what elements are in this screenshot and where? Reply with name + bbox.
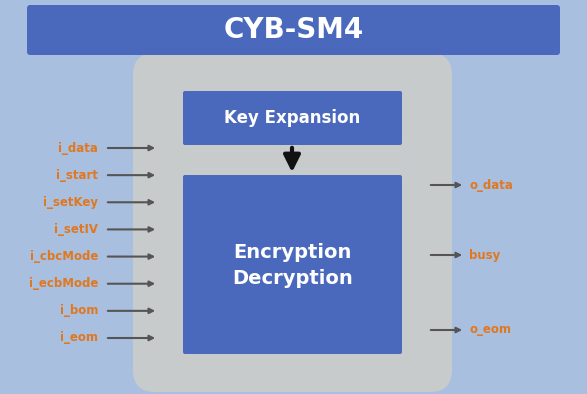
Text: i_cbcMode: i_cbcMode: [29, 250, 98, 263]
FancyBboxPatch shape: [133, 53, 452, 392]
Text: Key Expansion: Key Expansion: [224, 109, 360, 127]
Text: Encryption: Encryption: [233, 243, 352, 262]
FancyBboxPatch shape: [183, 175, 402, 354]
Text: i_start: i_start: [56, 169, 98, 182]
Text: o_data: o_data: [469, 178, 513, 191]
Text: o_eom: o_eom: [469, 323, 511, 336]
Text: i_ecbMode: i_ecbMode: [29, 277, 98, 290]
Text: i_eom: i_eom: [60, 331, 98, 344]
Text: i_setIV: i_setIV: [54, 223, 98, 236]
Text: Decryption: Decryption: [232, 269, 353, 288]
FancyBboxPatch shape: [27, 5, 560, 55]
Text: i_bom: i_bom: [60, 304, 98, 317]
Text: i_setKey: i_setKey: [43, 196, 98, 209]
FancyBboxPatch shape: [183, 91, 402, 145]
Text: i_data: i_data: [58, 141, 98, 154]
Text: CYB-SM4: CYB-SM4: [224, 16, 363, 44]
Text: busy: busy: [469, 249, 500, 262]
